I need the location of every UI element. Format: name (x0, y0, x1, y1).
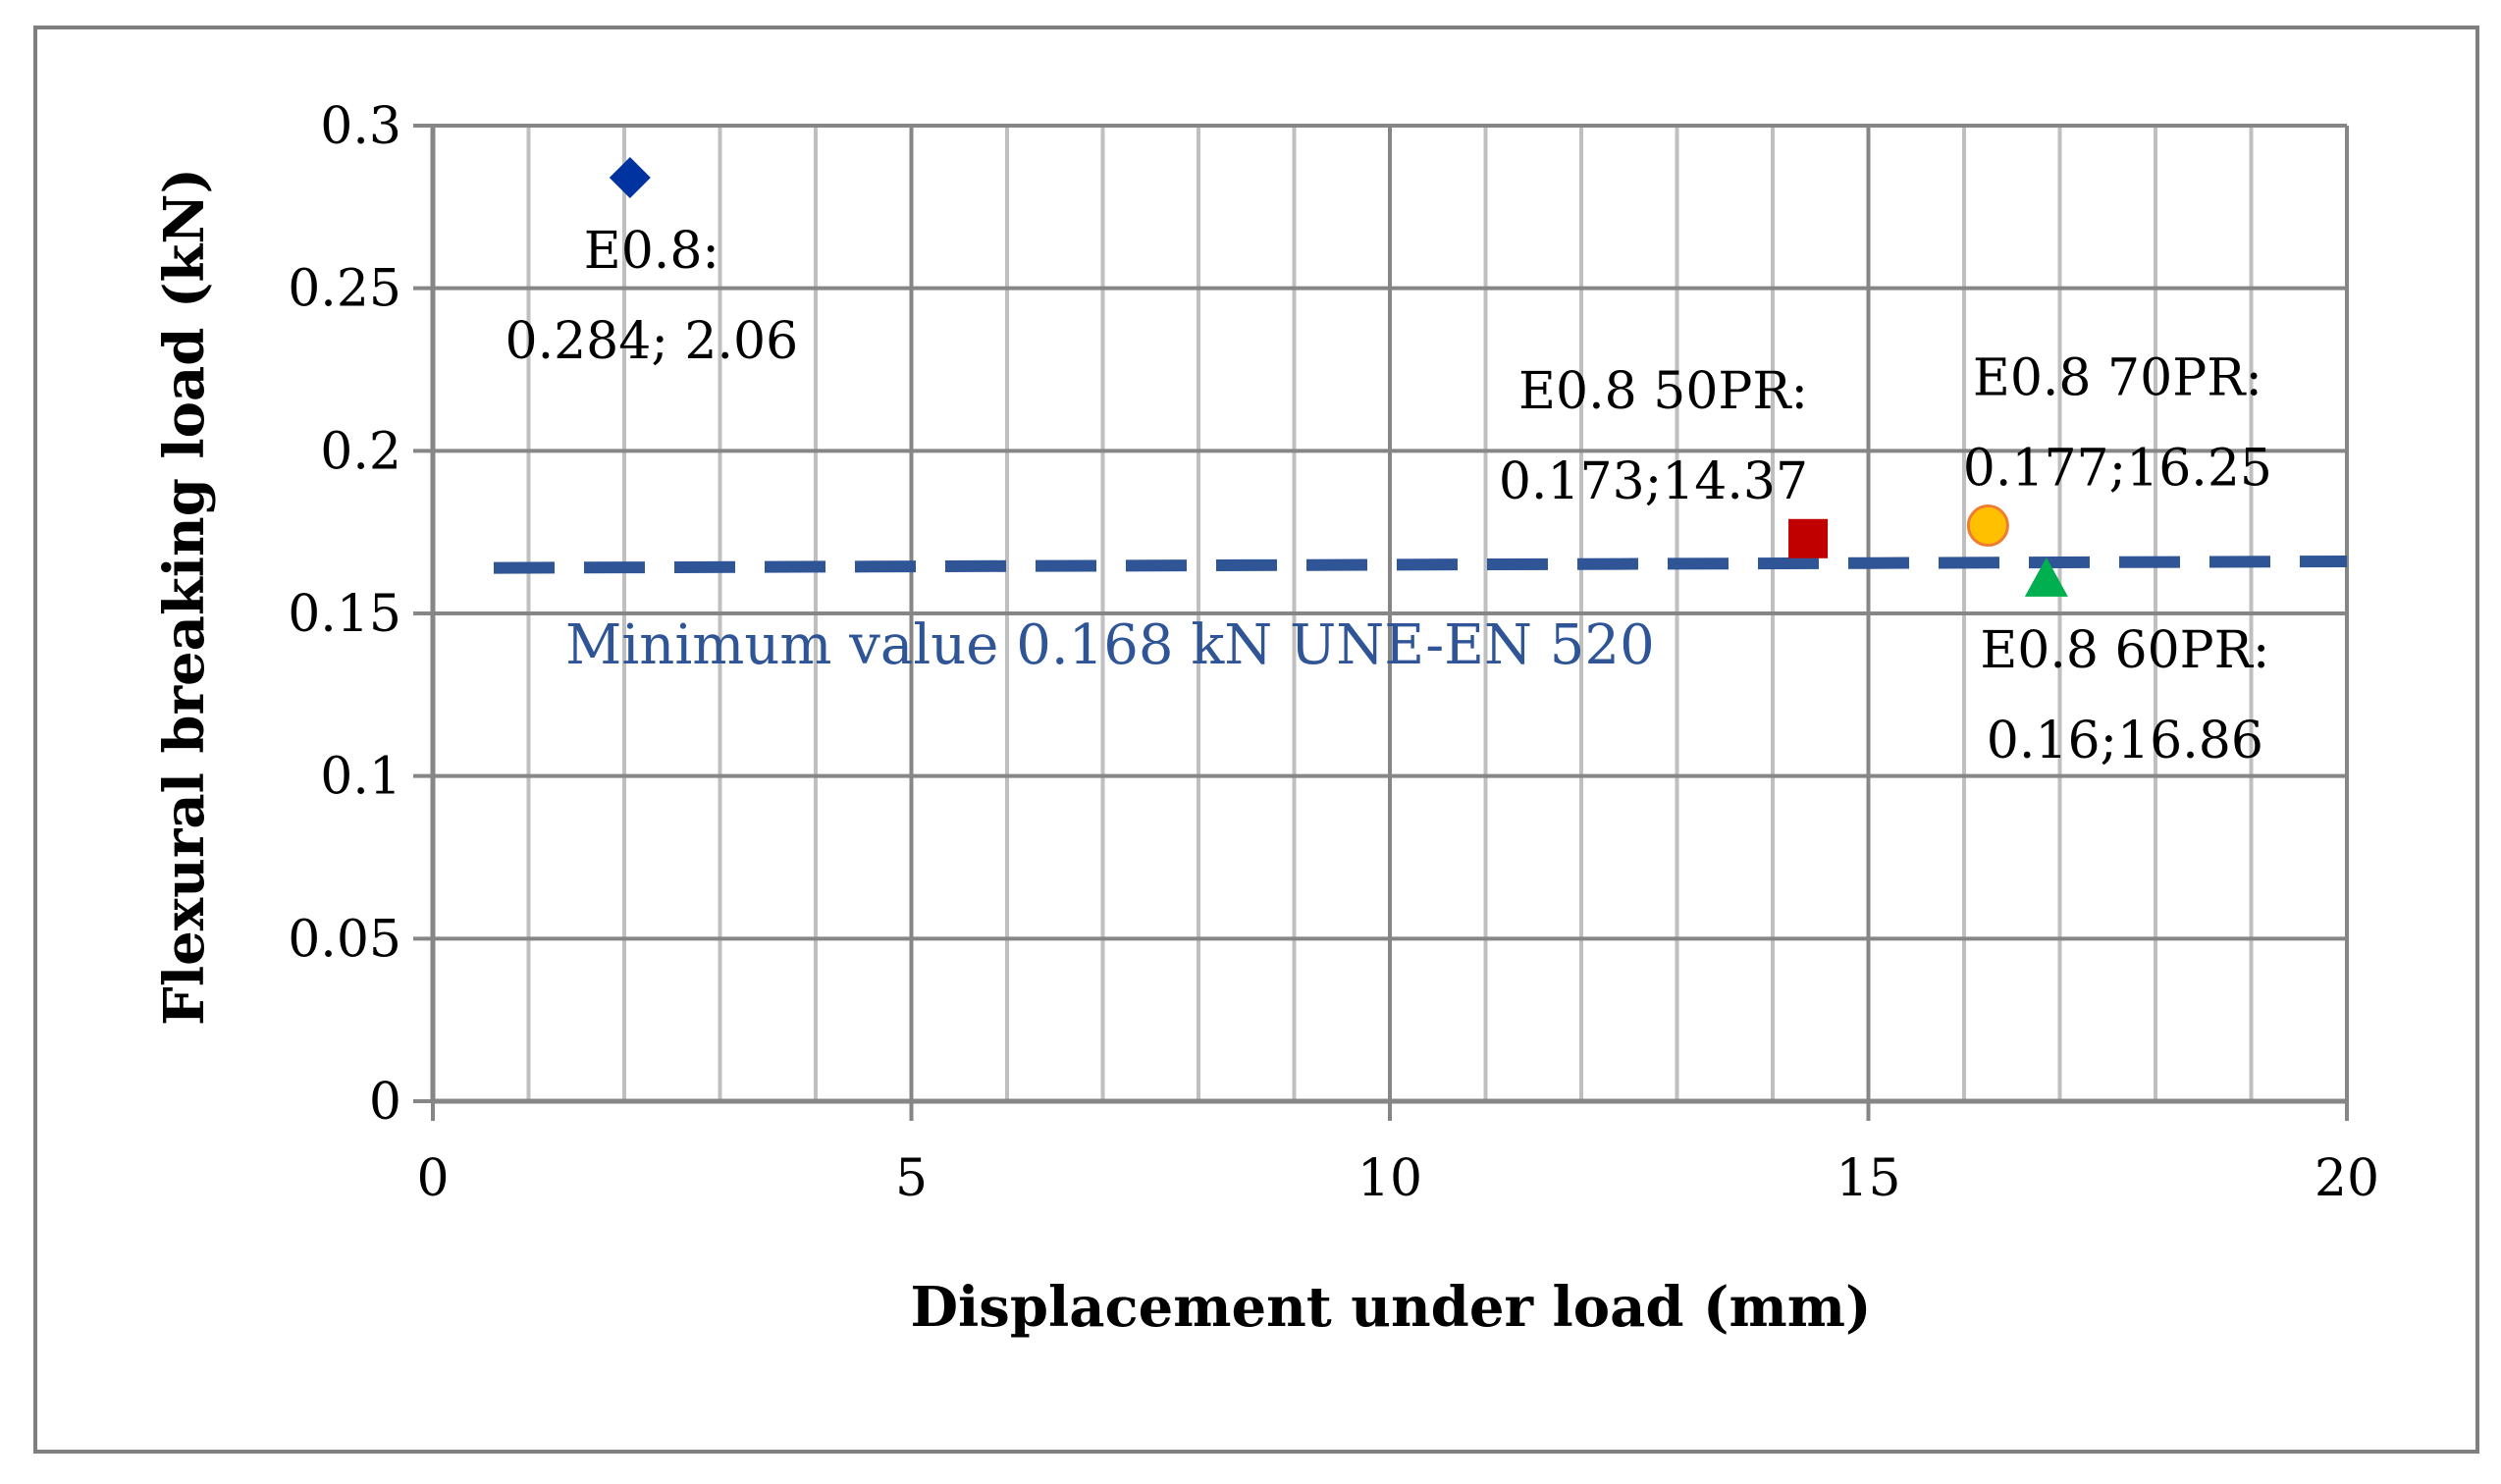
point-circle (1966, 504, 2009, 548)
reference-line-label: Minimum value 0.168 kN UNE-EN 520 (565, 613, 1655, 677)
y-tick-label: 0.3 (320, 97, 401, 156)
point-triangle (2024, 556, 2068, 597)
y-axis-title: Flexural breaking load (kN) (152, 168, 217, 1026)
x-axis-title: Displacement under load (mm) (910, 1275, 1871, 1340)
grid (433, 124, 2349, 1101)
x-tick-label: 10 (1357, 1149, 1422, 1208)
x-tick-label: 0 (416, 1149, 449, 1208)
point-diamond (609, 157, 651, 199)
data-label: E0.8: (584, 222, 719, 281)
reference-line-group (493, 555, 2348, 574)
data-label: 0.16;16.86 (1987, 712, 2263, 770)
data-label: 0.173;14.37 (1499, 452, 1808, 511)
x-tick-label: 5 (895, 1149, 928, 1208)
x-tick-label: 15 (1836, 1149, 1900, 1208)
y-tick-label: 0.1 (320, 748, 401, 807)
y-tick-label: 0.2 (320, 422, 401, 481)
axes: 0 0.05 0.1 0.15 0.2 0.25 0.3 0 5 10 15 20 (288, 97, 2379, 1208)
x-tick-label: 20 (2315, 1149, 2379, 1208)
chart-frame (33, 26, 2479, 1454)
data-label: 0.177;16.25 (1963, 440, 2272, 499)
y-tick-label: 0.05 (288, 910, 401, 969)
data-label: E0.8 70PR: (1973, 349, 2262, 408)
data-label: E0.8 50PR: (1518, 362, 1808, 421)
reference-line (493, 555, 2348, 574)
y-tick-label: 0 (369, 1073, 401, 1132)
data-labels: E0.8: 0.284; 2.06 E0.8 50PR: 0.173;14.37 E0.… (505, 222, 2272, 770)
point-square (1788, 518, 1829, 558)
data-points (609, 157, 2068, 597)
y-tick-label: 0.25 (288, 260, 401, 319)
y-tick-label: 0.15 (288, 585, 401, 644)
data-label: 0.284; 2.06 (505, 312, 798, 371)
data-label: E0.8 60PR: (1980, 621, 2269, 680)
